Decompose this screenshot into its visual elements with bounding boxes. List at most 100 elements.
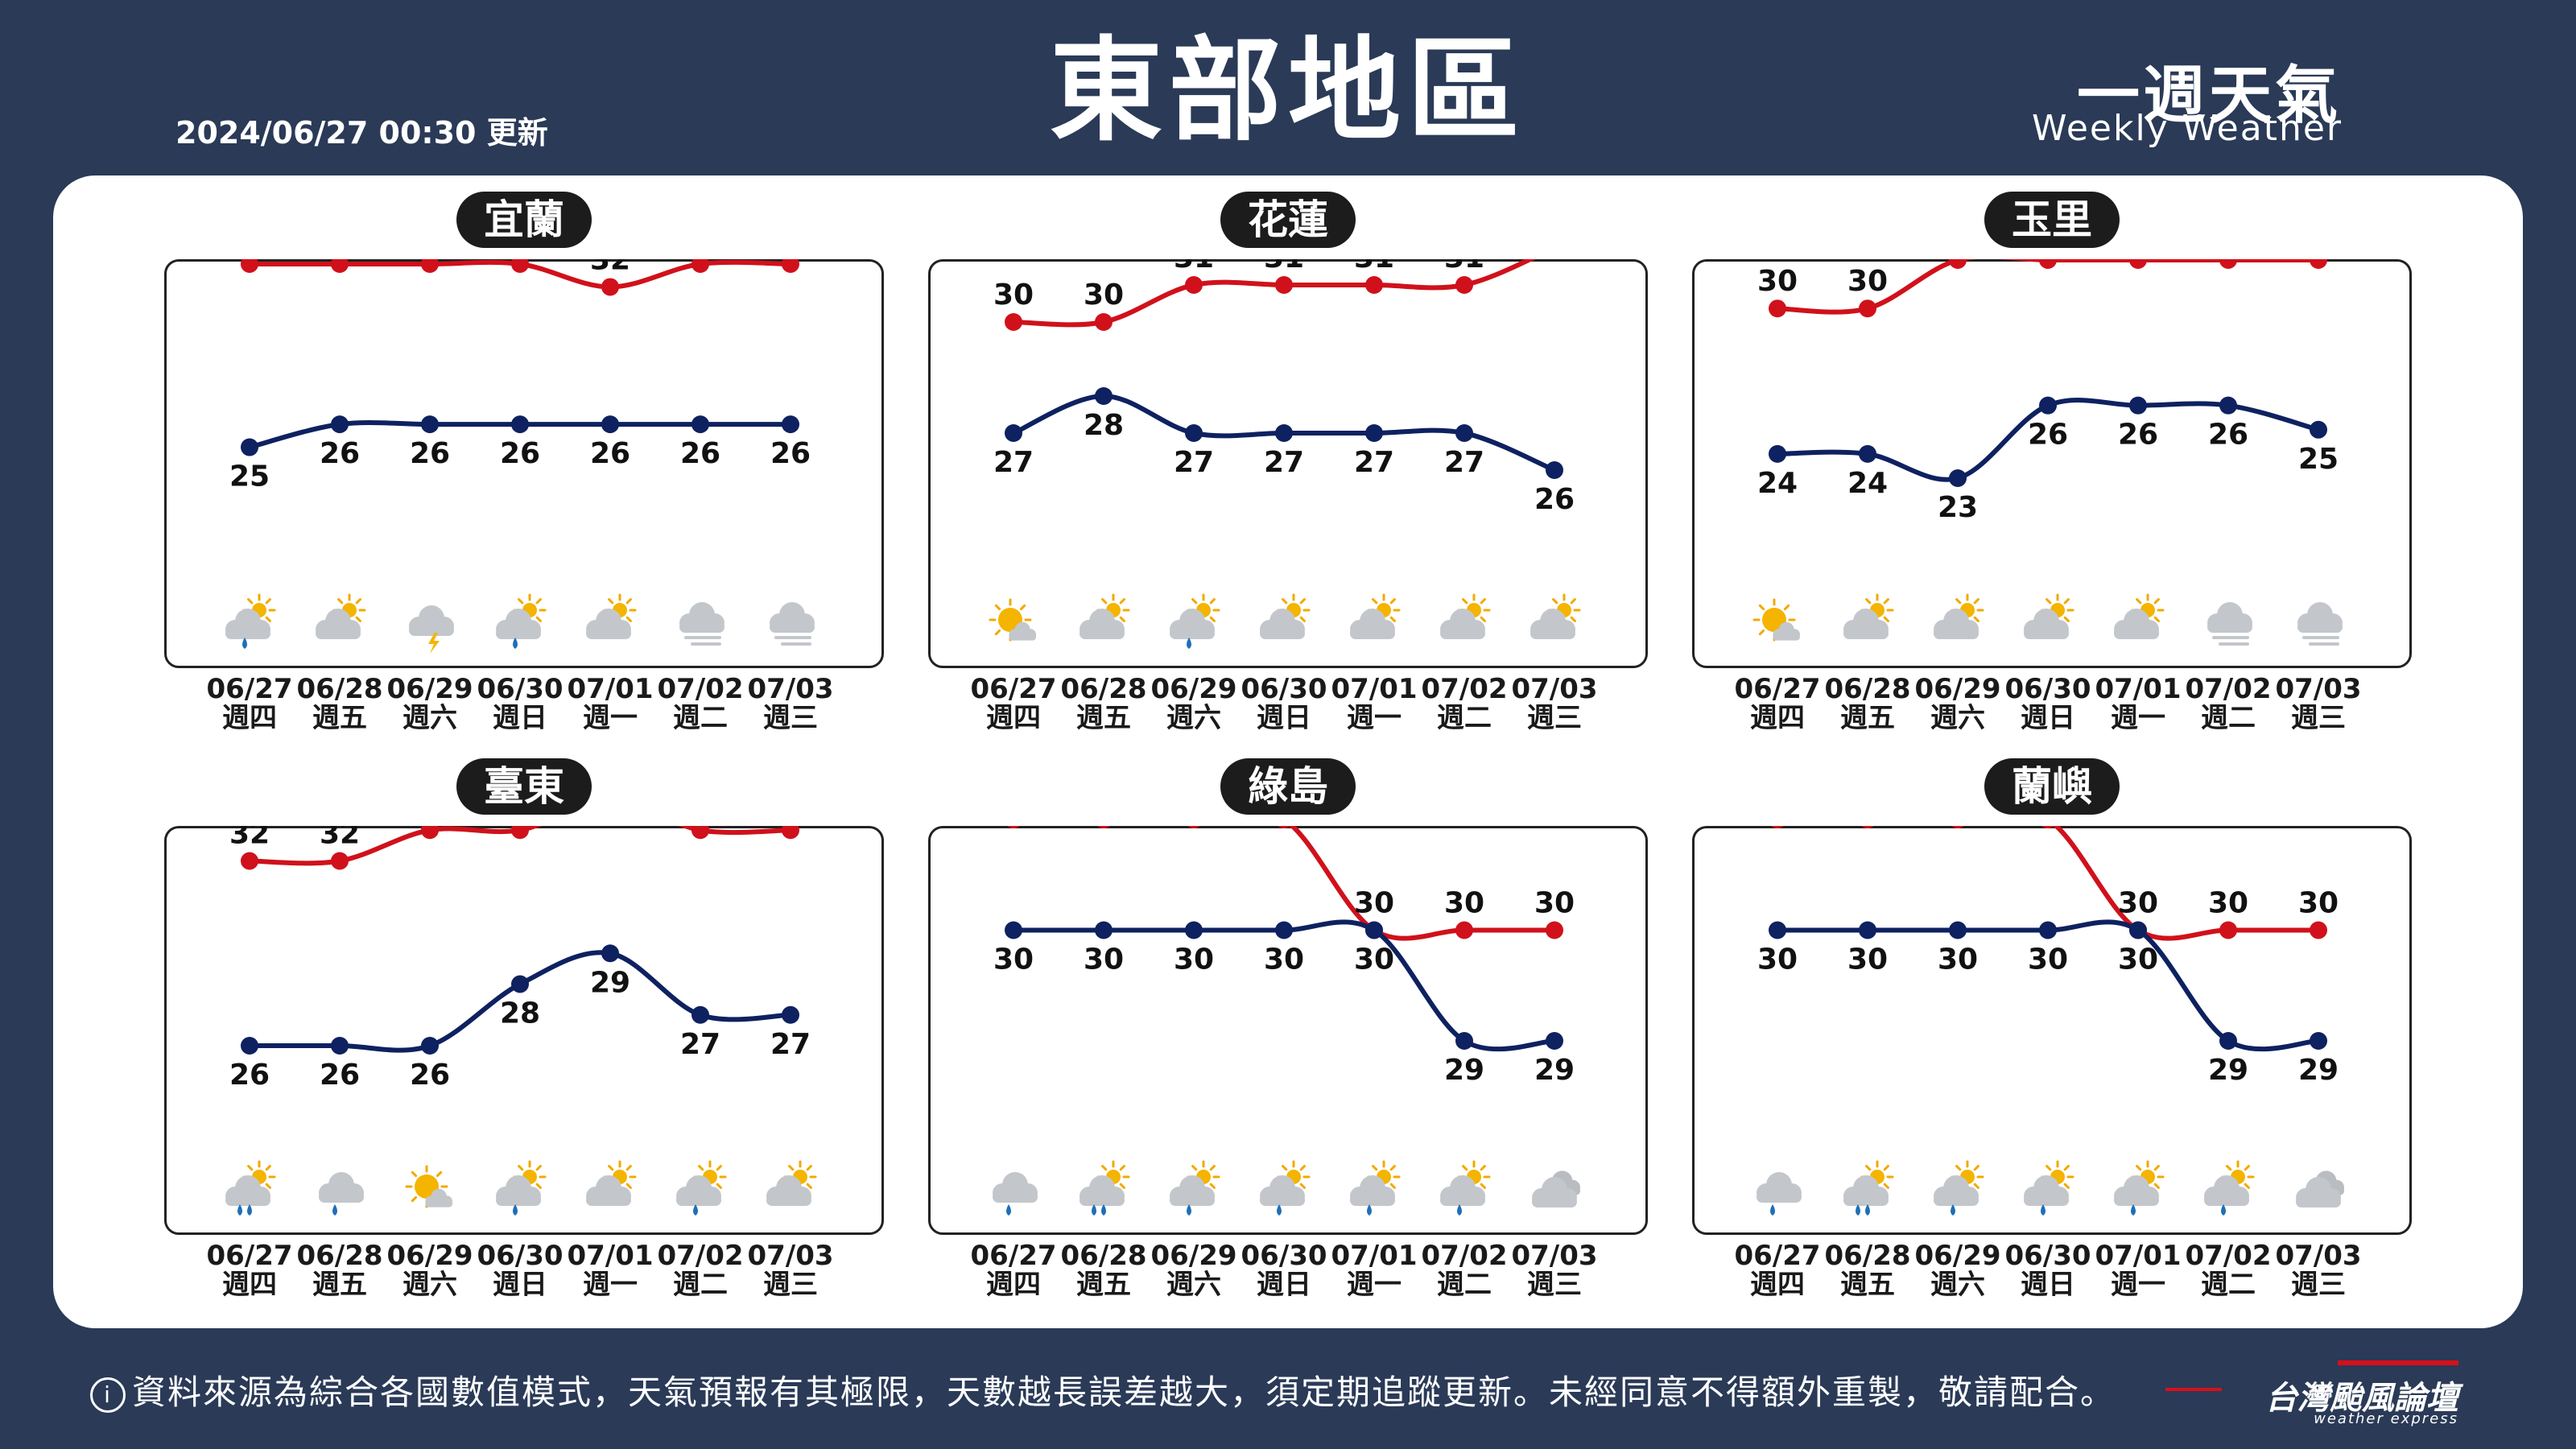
low-temp-label: 26 [320,437,360,470]
high-temp-point [511,259,529,273]
low-temp-label: 30 [2028,943,2068,976]
weekday-text: 週六 [1930,1269,1985,1301]
low-temp-point [2039,921,2057,939]
low-temp-point [1365,424,1383,442]
date-text: 06/28 [1824,1240,1911,1272]
date-text: 06/30 [1241,673,1327,705]
publisher-logo: 台灣颱風論壇 weather express [2165,1360,2504,1427]
date-text: 07/03 [2275,1240,2362,1272]
cloud-sun-rain-icon [1260,1160,1311,1216]
low-temp-label: 28 [500,997,540,1030]
date-label: 07/02 週二 [656,1241,745,1299]
low-temp-point [2039,396,2057,415]
date-label: 07/02 週二 [1420,1241,1509,1299]
date-label: 07/03 週三 [1510,675,1599,733]
low-temp-label: 30 [1354,943,1394,976]
high-temp-point [241,852,258,870]
high-temp-point [421,826,439,840]
date-label: 06/30 週日 [1240,1241,1328,1299]
weekday-text: 週三 [2291,1269,2346,1301]
low-temp-label: 25 [2298,443,2339,476]
high-temp-label: 32 [590,259,630,276]
low-temp-label: 26 [590,437,630,470]
date-label: 07/01 週一 [1330,675,1418,733]
cloud-sun-rain-icon [2024,1160,2074,1216]
high-temp-label: 30 [1444,887,1484,920]
brand-title-zh: 一週天氣 [2076,60,2341,132]
low-temp-point [421,1037,439,1055]
low-temp-point [1859,444,1876,463]
high-temp-point [1005,313,1022,331]
low-temp-label: 30 [1938,943,1978,976]
logo-text-en: weather express [2314,1410,2458,1427]
footer-disclaimer: i 資料來源為綜合各國數值模式，天氣預報有其極限，天數越長誤差越大，須定期追蹤更新… [90,1365,2116,1414]
date-text: 06/27 [206,1240,293,1272]
date-label: 07/01 週一 [1330,1241,1418,1299]
cloud-sun-rain-icon [496,1160,547,1216]
cloud-fog-icon [770,602,815,646]
weekday-text: 週六 [402,702,457,734]
high-temp-point [1365,276,1383,294]
weekday-text: 週四 [986,1269,1041,1301]
date-label: 06/27 週四 [1733,675,1822,733]
low-temp-point [1365,921,1383,939]
cloud-sun-heavy-rain-icon [1080,1160,1130,1216]
date-text: 06/30 [477,673,564,705]
weekday-text: 週三 [763,702,818,734]
high-temp-label: 30 [993,279,1034,312]
date-text: 06/30 [2004,673,2091,705]
cloud-rain-icon [993,1172,1038,1216]
low-temp-label: 28 [1084,409,1124,442]
weekday-text: 週五 [1840,1269,1895,1301]
station-name: 宜蘭 [456,192,592,248]
date-label: 06/27 週四 [1733,1241,1822,1299]
forecast-panel: 花蓮303031313131322728272727272606/27週四06/… [928,192,1648,747]
weekday-text: 週六 [402,1269,457,1301]
chart-frame [928,826,1648,1235]
cloudy-icon [2296,1170,2344,1208]
date-text: 07/01 [1331,1240,1418,1272]
low-temp-point [782,415,799,434]
date-label: 06/27 週四 [969,675,1058,733]
low-temp-label: 26 [2118,419,2158,452]
date-label: 07/03 週三 [1510,1241,1599,1299]
weekday-text: 週五 [312,1269,367,1301]
low-temp-point [241,1037,258,1055]
weekday-text: 週二 [2201,1269,2256,1301]
date-text: 06/30 [2004,1240,2091,1272]
date-text: 07/02 [1421,673,1508,705]
date-text: 07/01 [2095,673,2182,705]
date-text: 06/28 [1060,673,1147,705]
date-text: 07/03 [1511,673,1598,705]
cloud-sun-rain-icon [2204,1160,2255,1216]
low-temp-point [1859,921,1876,939]
low-temp-label: 26 [229,1059,270,1092]
low-temp-point [1095,387,1113,405]
high-temp-label: 31 [1444,259,1484,275]
high-temp-point [1769,299,1786,318]
sun-cloud-icon [989,598,1036,642]
info-icon: i [90,1377,126,1413]
temperature-chart: 3333333332333325262626262626 [225,259,815,654]
weekday-text: 週一 [2111,702,2165,734]
weekday-text: 週三 [2291,702,2346,734]
date-label: 07/01 週一 [566,675,654,733]
weekday-text: 週日 [1257,702,1311,734]
date-label: 06/30 週日 [476,1241,564,1299]
date-text: 06/27 [970,1240,1057,1272]
low-temp-label: 26 [1534,483,1575,516]
low-temp-point [782,1005,799,1024]
weekday-text: 週一 [583,1269,638,1301]
low-temp-label: 27 [770,1028,811,1061]
high-temp-label: 30 [1534,887,1575,920]
cloud-sun-icon [1934,593,1984,639]
weekday-text: 週一 [583,702,638,734]
weekday-text: 週二 [1437,702,1492,734]
date-label: 06/29 週六 [1913,1241,2002,1299]
high-temp-point [421,259,439,273]
date-label: 06/29 週六 [1913,675,2002,733]
low-temp-point [511,975,529,993]
low-temp-label: 30 [2118,943,2158,976]
high-temp-label: 30 [1354,887,1394,920]
date-label: 06/27 週四 [205,675,294,733]
